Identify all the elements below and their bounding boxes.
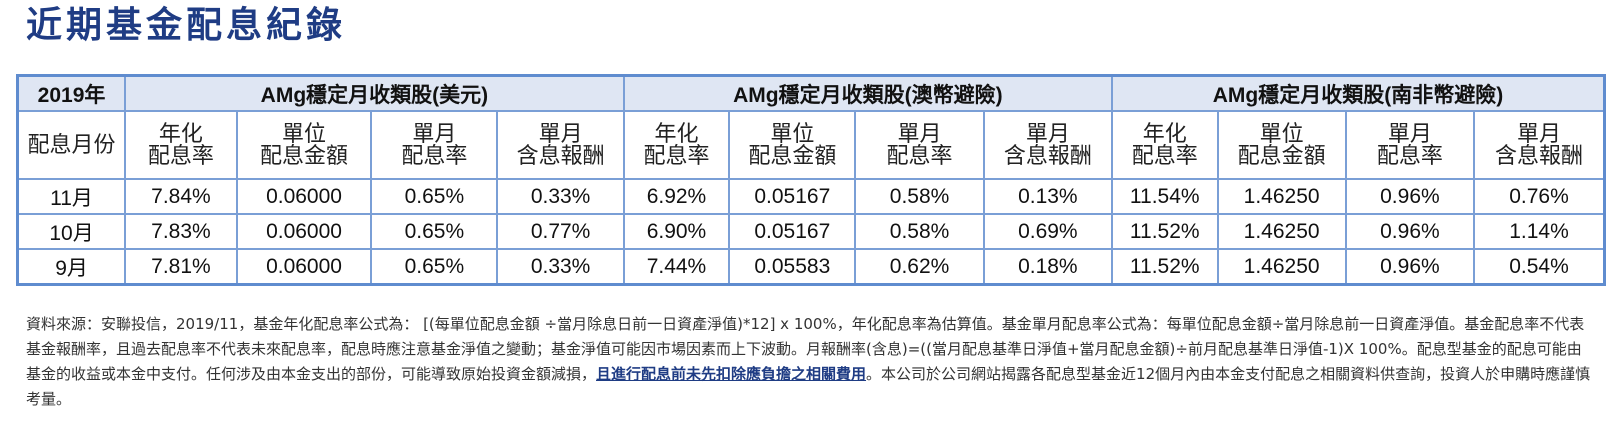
value-cell: 7.83% (124, 213, 238, 250)
value-cell: 0.33% (496, 248, 625, 286)
value-cell: 6.92% (622, 178, 731, 215)
value-cell: 0.06000 (235, 248, 373, 286)
value-cell: 0.06000 (235, 178, 373, 215)
value-cell: 0.18% (982, 248, 1114, 286)
sub-header-line2: 含息報酬 (516, 143, 605, 168)
value-cell: 1.46250 (1216, 248, 1347, 286)
dividend-table: 2019年 AMg穩定月收類股(美元) AMg穩定月收類股(澳幣避險) AMg穩… (16, 74, 1606, 286)
value-cell: 0.96% (1344, 213, 1476, 250)
sub-header-cell: 單位 配息金額 (728, 110, 857, 180)
year-header: 2019年 (16, 74, 127, 112)
sub-header-cell: 單月 配息率 (370, 110, 499, 180)
sub-header-line2: 配息率 (643, 143, 710, 168)
value-cell: 1.46250 (1216, 178, 1347, 215)
value-cell: 0.96% (1344, 248, 1476, 286)
sub-header-line2: 配息率 (1131, 143, 1198, 168)
value-cell: 0.05167 (728, 178, 857, 215)
sub-header-cell: 單月 配息率 (1344, 110, 1476, 180)
sub-header-line2: 配息率 (1376, 143, 1443, 168)
month-cell: 11月 (16, 178, 127, 215)
sub-header-line2: 含息報酬 (1003, 143, 1092, 168)
sub-header-line1: 年化 (158, 121, 203, 146)
group-header-row: 2019年 AMg穩定月收類股(美元) AMg穩定月收類股(澳幣避險) AMg穩… (16, 74, 1606, 112)
month-column-header: 配息月份 (16, 110, 127, 180)
disclaimer-text: 資料來源：安聯投信，2019/11，基金年化配息率公式為： [(每單位配息金額 … (26, 315, 1585, 383)
sub-header-line2: 配息率 (886, 143, 953, 168)
table-body: 11月 7.84% 0.06000 0.65% 0.33% 6.92% 0.05167 0.5… (16, 178, 1606, 286)
sub-header-line2: 配息金額 (748, 143, 837, 168)
sub-header-line1: 單月 (1517, 121, 1562, 146)
value-cell: 7.84% (124, 178, 238, 215)
value-cell: 0.06000 (235, 213, 373, 250)
sub-header-cell: 單月 配息率 (854, 110, 985, 180)
sub-header-line1: 單月 (1387, 121, 1432, 146)
value-cell: 0.77% (496, 213, 625, 250)
disclaimer-notes: 資料來源：安聯投信，2019/11，基金年化配息率公式為： [(每單位配息金額 … (26, 312, 1596, 412)
value-cell: 0.05167 (728, 213, 857, 250)
value-cell: 0.58% (854, 178, 985, 215)
month-cell: 10月 (16, 213, 127, 250)
sub-header-line1: 單月 (897, 121, 942, 146)
sub-header-cell: 年化 配息率 (622, 110, 731, 180)
sub-header-line2: 含息報酬 (1495, 143, 1584, 168)
sub-header-cell: 單月 含息報酬 (1473, 110, 1606, 180)
value-cell: 0.58% (854, 213, 985, 250)
group-header-usd: AMg穩定月收類股(美元) (124, 74, 625, 112)
value-cell: 0.96% (1344, 178, 1476, 215)
value-cell: 0.76% (1473, 178, 1606, 215)
value-cell: 11.54% (1111, 178, 1219, 215)
sub-header-cell: 年化 配息率 (124, 110, 238, 180)
value-cell: 7.44% (622, 248, 731, 286)
disclaimer-highlight: 且進行配息前未先扣除應負擔之相關費用 (596, 365, 867, 383)
group-header-aud: AMg穩定月收類股(澳幣避險) (622, 74, 1114, 112)
table-row: 9月 7.81% 0.06000 0.65% 0.33% 7.44% 0.05583 0.62… (16, 248, 1606, 286)
value-cell: 0.69% (982, 213, 1114, 250)
value-cell: 0.54% (1473, 248, 1606, 286)
sub-header-line2: 配息金額 (260, 143, 349, 168)
value-cell: 11.52% (1111, 213, 1219, 250)
sub-header-line1: 單位 (1259, 121, 1304, 146)
sub-header-cell: 單位 配息金額 (1216, 110, 1347, 180)
value-cell: 0.62% (854, 248, 985, 286)
sub-header-line2: 配息金額 (1237, 143, 1326, 168)
sub-header-line2: 配息率 (147, 143, 214, 168)
group-header-zar: AMg穩定月收類股(南非幣避險) (1111, 74, 1606, 112)
sub-header-line2: 配息率 (401, 143, 468, 168)
sub-header-line1: 單月 (412, 121, 457, 146)
sub-header-line1: 單月 (538, 121, 583, 146)
sub-header-cell: 單月 含息報酬 (982, 110, 1114, 180)
value-cell: 0.65% (370, 178, 499, 215)
sub-header-line1: 年化 (1142, 121, 1187, 146)
sub-header-cell: 單月 含息報酬 (496, 110, 625, 180)
sub-header-cell: 單位 配息金額 (235, 110, 373, 180)
sub-header-row: 配息月份 年化 配息率 單位 配息金額 單月 配息率 單月 含息報酬 年化 配息率 單位 配息金額 單月… (16, 110, 1606, 180)
value-cell: 0.13% (982, 178, 1114, 215)
page-title: 近期基金配息紀錄 (26, 5, 347, 46)
value-cell: 1.46250 (1216, 213, 1347, 250)
month-cell: 9月 (16, 248, 127, 286)
value-cell: 6.90% (622, 213, 731, 250)
sub-header-line1: 年化 (654, 121, 699, 146)
table-row: 10月 7.83% 0.06000 0.65% 0.77% 6.90% 0.05167 0.5… (16, 213, 1606, 250)
sub-header-line1: 單位 (770, 121, 815, 146)
value-cell: 11.52% (1111, 248, 1219, 286)
value-cell: 0.33% (496, 178, 625, 215)
sub-header-line1: 單月 (1025, 121, 1070, 146)
value-cell: 7.81% (124, 248, 238, 286)
disclaimer-text-end: 。本公司於公司網站揭露各配息型基金近12個月內由本金支付配息之相關資料供查詢，投… (26, 365, 1591, 408)
value-cell: 0.05583 (728, 248, 857, 286)
value-cell: 1.14% (1473, 213, 1606, 250)
sub-header-line1: 單位 (282, 121, 327, 146)
value-cell: 0.65% (370, 213, 499, 250)
sub-header-cell: 年化 配息率 (1111, 110, 1219, 180)
table-row: 11月 7.84% 0.06000 0.65% 0.33% 6.92% 0.05167 0.5… (16, 178, 1606, 215)
value-cell: 0.65% (370, 248, 499, 286)
